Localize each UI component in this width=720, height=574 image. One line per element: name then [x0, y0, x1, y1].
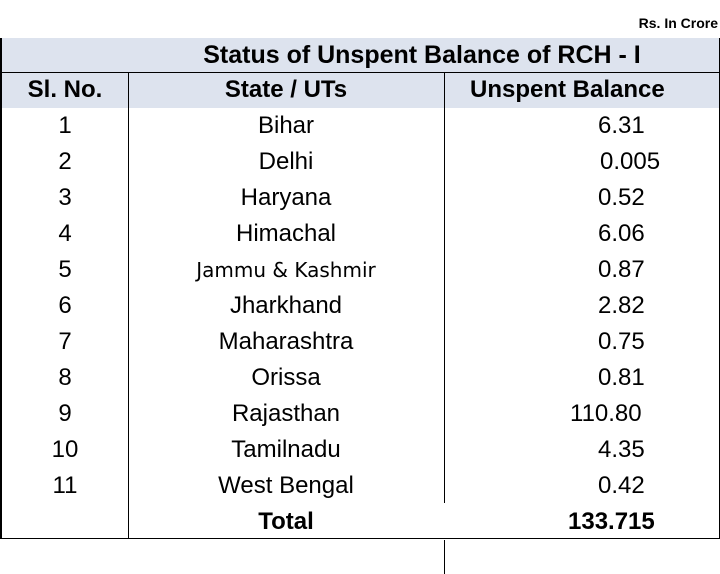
row-sl-no: 2 — [58, 148, 72, 175]
row-balance-cell: 0.87 — [444, 252, 720, 288]
row-balance: 6.06 — [598, 220, 645, 247]
row-balance: 0.87 — [598, 256, 645, 283]
row-balance-cell: 6.31 — [444, 108, 720, 144]
row-balance-cell: 0.75 — [444, 324, 720, 360]
row-sl-no: 4 — [58, 220, 72, 247]
row-sl-no: 5 — [58, 256, 72, 283]
row-balance-cell: 0.42 — [444, 468, 720, 504]
row-balance: 110.80 — [570, 400, 642, 427]
row-balance: 0.52 — [598, 184, 645, 211]
row-balance: 6.31 — [598, 112, 645, 139]
row-balance: 4.35 — [598, 436, 645, 463]
header-sl-no: Sl. No. — [27, 76, 103, 103]
total-label: Total — [258, 508, 314, 535]
row-balance-cell: 110.80 — [444, 396, 720, 432]
table-title: Status of Unspent Balance of RCH - I — [203, 41, 641, 69]
row-balance-cell: 4.35 — [444, 432, 720, 468]
title-rule — [2, 72, 720, 73]
divider-balance-upper — [444, 72, 445, 503]
row-sl-no: 10 — [51, 436, 79, 463]
balance-table: Status of Unspent Balance of RCH - I Sl.… — [0, 38, 720, 574]
row-state: Jammu & Kashmir — [196, 258, 376, 282]
row-balance: 0.42 — [598, 472, 645, 499]
row-balance: 0.005 — [600, 148, 661, 175]
row-balance: 0.81 — [598, 364, 645, 391]
header-state: State / UTs — [224, 76, 348, 103]
divider-balance-lower — [444, 540, 445, 574]
row-state: Maharashtra — [218, 328, 354, 355]
row-sl-no: 1 — [58, 112, 72, 139]
row-state: Haryana — [240, 184, 332, 211]
row-balance-cell: 6.06 — [444, 216, 720, 252]
row-sl-no: 7 — [58, 328, 72, 355]
unit-label: Rs. In Crore — [638, 15, 718, 31]
row-state: Rajasthan — [231, 400, 341, 427]
header-band — [2, 72, 720, 108]
header-balance-label: Unspent Balance — [470, 76, 665, 103]
row-sl-no: 11 — [52, 472, 78, 499]
row-state: Himachal — [235, 220, 337, 247]
row-balance-cell: 2.82 — [444, 288, 720, 324]
total-value-cell: 133.715 — [444, 504, 720, 540]
total-value: 133.715 — [568, 508, 655, 535]
title-band — [2, 38, 720, 72]
row-sl-no: 3 — [58, 184, 72, 211]
row-balance: 0.75 — [598, 328, 645, 355]
row-state: West Bengal — [218, 472, 354, 499]
header-balance: Unspent Balance — [444, 72, 720, 108]
row-sl-no: 6 — [58, 292, 72, 319]
row-balance-cell: 0.52 — [444, 180, 720, 216]
row-state: Tamilnadu — [231, 436, 341, 463]
row-sl-no: 8 — [58, 364, 72, 391]
row-state: Bihar — [257, 112, 315, 139]
row-state: Jharkhand — [229, 292, 343, 319]
divider-state — [128, 72, 129, 539]
row-balance-cell: 0.81 — [444, 360, 720, 396]
row-balance: 2.82 — [598, 292, 645, 319]
row-state: Orissa — [251, 364, 321, 391]
row-balance-cell: 0.005 — [444, 144, 720, 180]
row-state: Delhi — [258, 148, 314, 175]
row-sl-no: 9 — [58, 400, 72, 427]
